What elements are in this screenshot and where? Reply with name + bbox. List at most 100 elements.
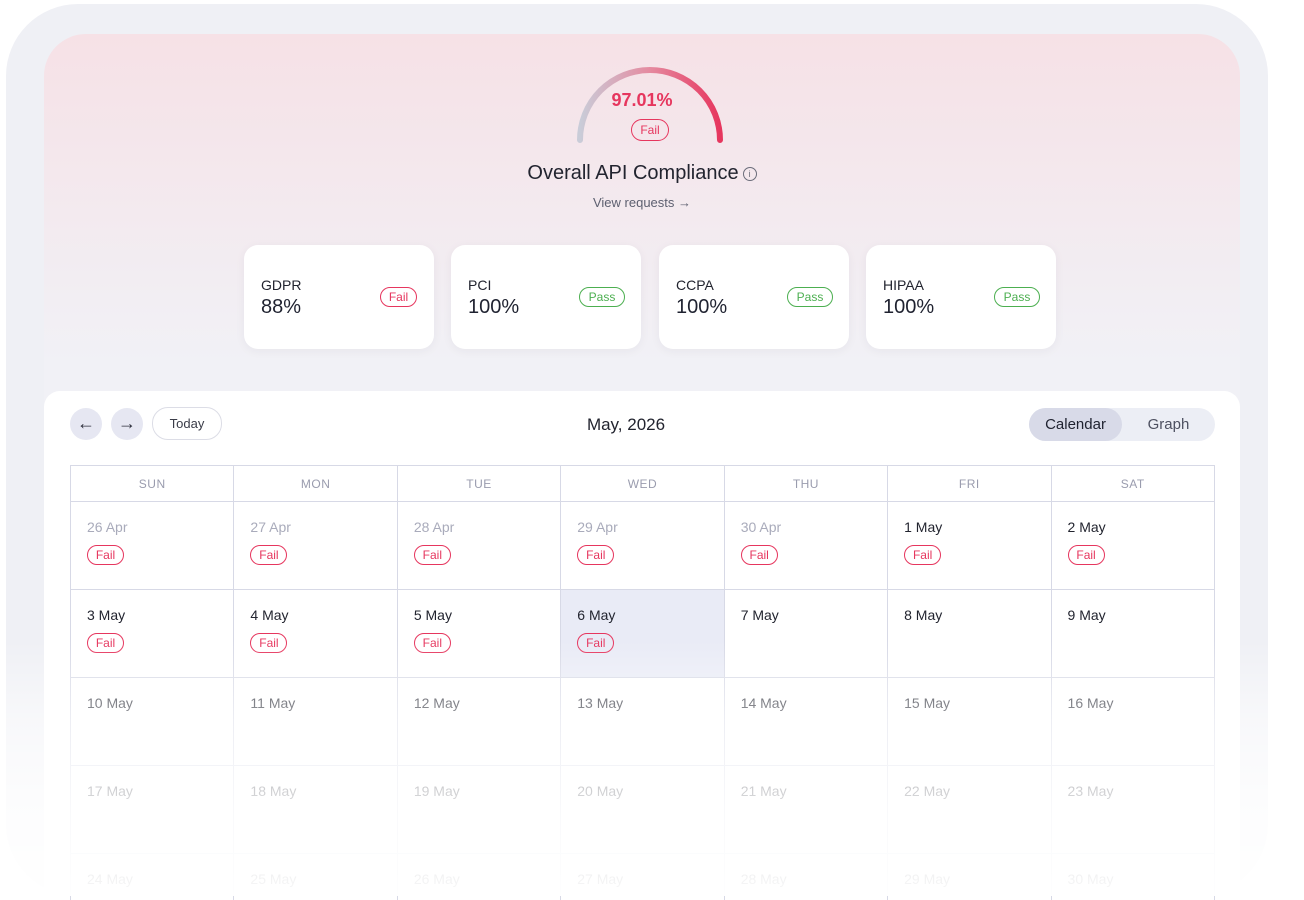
day-date: 27 May [577,871,623,887]
calendar-day[interactable]: 27 Apr Fail [234,502,397,590]
day-date: 5 May [414,607,452,623]
day-date: 20 May [577,783,623,799]
calendar-day[interactable]: 10 May [71,678,234,766]
weekday-header: FRI [888,466,1051,502]
calendar-day[interactable]: 17 May [71,766,234,854]
status-badge: Fail [87,545,124,565]
day-date: 15 May [904,695,950,711]
weekday-header: WED [561,466,724,502]
calendar-day[interactable]: 14 May [724,678,887,766]
day-date: 16 May [1068,695,1114,711]
weekday-header: MON [234,466,397,502]
day-date: 1 May [904,519,942,535]
calendar-day[interactable]: 13 May [561,678,724,766]
day-date: 2 May [1068,519,1106,535]
status-badge: Fail [87,633,124,653]
calendar-day[interactable]: 7 May [724,590,887,678]
tab-calendar[interactable]: Calendar [1029,408,1122,441]
calendar-day[interactable]: 8 May [888,590,1051,678]
card-ccpa[interactable]: CCPA 100% Pass [659,245,849,349]
card-name: PCI [468,277,491,293]
calendar-day[interactable]: 16 May [1051,678,1214,766]
status-badge: Fail [414,545,451,565]
calendar-day[interactable]: 12 May [397,678,560,766]
day-date: 4 May [250,607,288,623]
weekday-header: SAT [1051,466,1214,502]
card-value: 100% [676,296,727,319]
day-date: 26 May [414,871,460,887]
status-badge: Fail [250,633,287,653]
day-date: 28 Apr [414,519,454,535]
compliance-title-row: Overall API Compliance i [44,162,1240,185]
day-date: 21 May [741,783,787,799]
calendar-day[interactable]: 6 May Fail [561,590,724,678]
calendar-day[interactable]: 21 May [724,766,887,854]
day-date: 30 May [1068,871,1114,887]
calendar-day[interactable]: 26 May [397,854,560,900]
day-date: 3 May [87,607,125,623]
day-date: 24 May [87,871,133,887]
calendar-day[interactable]: 20 May [561,766,724,854]
calendar-day[interactable]: 11 May [234,678,397,766]
view-toggle: Calendar Graph [1029,408,1215,441]
status-badge: Fail [577,545,614,565]
status-badge: Fail [1068,545,1105,565]
card-value: 88% [261,296,301,319]
calendar-day[interactable]: 15 May [888,678,1051,766]
day-date: 27 Apr [250,519,290,535]
calendar-day[interactable]: 27 May [561,854,724,900]
device-frame: 97.01% Fail Overall API Compliance i View… [6,4,1268,896]
calendar-day[interactable]: 3 May Fail [71,590,234,678]
compliance-percent: 97.01% [44,90,1240,111]
card-value: 100% [468,296,519,319]
card-gdpr[interactable]: GDPR 88% Fail [244,245,434,349]
day-date: 6 May [577,607,615,623]
status-badge: Fail [904,545,941,565]
day-date: 19 May [414,783,460,799]
calendar-week-row: 24 May 25 May 26 May 27 May 28 May 29 May 30 M… [71,854,1215,900]
calendar-day[interactable]: 30 May [1051,854,1214,900]
calendar-day[interactable]: 29 May [888,854,1051,900]
view-requests-link[interactable]: View requests → [44,195,1240,210]
day-date: 17 May [87,783,133,799]
status-badge: Fail [250,545,287,565]
calendar-day[interactable]: 1 May Fail [888,502,1051,590]
calendar-day[interactable]: 2 May Fail [1051,502,1214,590]
status-badge: Fail [380,287,417,307]
calendar-day[interactable]: 28 Apr Fail [397,502,560,590]
calendar-day[interactable]: 9 May [1051,590,1214,678]
calendar-day[interactable]: 25 May [234,854,397,900]
calendar-day[interactable]: 4 May Fail [234,590,397,678]
calendar-day[interactable]: 23 May [1051,766,1214,854]
tab-graph[interactable]: Graph [1122,408,1215,441]
weekday-header: THU [724,466,887,502]
calendar-day[interactable]: 18 May [234,766,397,854]
status-badge: Fail [577,633,614,653]
status-badge: Pass [994,287,1040,307]
compliance-status-badge: Fail [631,119,669,141]
calendar-day[interactable]: 28 May [724,854,887,900]
weekday-header: SUN [71,466,234,502]
calendar-day[interactable]: 22 May [888,766,1051,854]
card-pci[interactable]: PCI 100% Pass [451,245,641,349]
day-date: 23 May [1068,783,1114,799]
status-badge: Pass [787,287,833,307]
day-date: 8 May [904,607,942,623]
calendar-day[interactable]: 19 May [397,766,560,854]
calendar-week-row: 17 May 18 May 19 May 20 May 21 May 22 May 23 M… [71,766,1215,854]
status-badge: Fail [741,545,778,565]
page-title: Overall API Compliance [527,162,738,184]
card-hipaa[interactable]: HIPAA 100% Pass [866,245,1056,349]
day-date: 10 May [87,695,133,711]
day-date: 9 May [1068,607,1106,623]
info-icon[interactable]: i [743,167,757,181]
calendar-day[interactable]: 24 May [71,854,234,900]
day-date: 29 May [904,871,950,887]
